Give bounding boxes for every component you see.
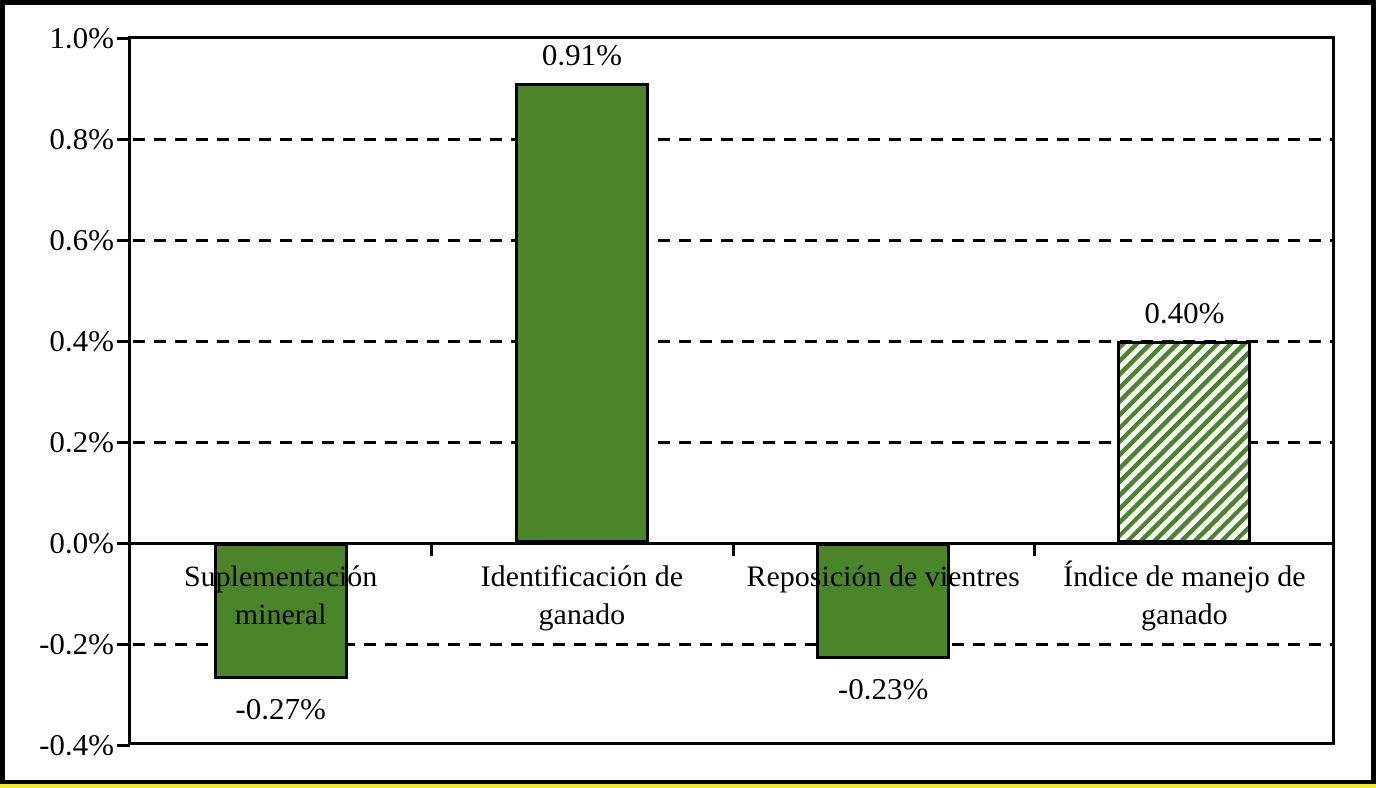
y-tick-mark bbox=[117, 37, 130, 40]
category-label-line: Suplementación bbox=[183, 560, 378, 593]
y-grid-line bbox=[133, 340, 1332, 343]
value-label-indice-de-manejo-de-ganado: 0.40% bbox=[1144, 295, 1225, 330]
x-tick-mark bbox=[1032, 543, 1036, 556]
category-label-line: ganado bbox=[538, 598, 626, 631]
bar-indice-de-manejo-de-ganado bbox=[1117, 341, 1252, 543]
y-tick-label: -0.4% bbox=[39, 727, 114, 762]
y-grid-line bbox=[133, 138, 1332, 141]
y-tick-mark bbox=[117, 138, 130, 141]
y-tick-label: 1.0% bbox=[49, 20, 114, 55]
y-grid-line bbox=[133, 441, 1332, 444]
y-tick-label: 0.4% bbox=[49, 323, 114, 358]
bar-suplementacion-mineral bbox=[213, 543, 348, 679]
y-tick-mark bbox=[117, 441, 130, 444]
figure-bottom-border bbox=[0, 780, 1376, 784]
y-tick-label: 0.0% bbox=[49, 525, 114, 560]
bottom-yellow-accent-line bbox=[0, 784, 1376, 788]
category-label-indice-de-manejo-de-ganado: Índice de manejo de ganado bbox=[1019, 558, 1349, 634]
category-label-reposicion-de-vientres: Reposición de vientres bbox=[718, 558, 1048, 596]
category-label-identificacion-de-ganado: Identificación de ganado bbox=[417, 558, 747, 634]
category-label-line: Reposición de vientres bbox=[746, 560, 1020, 593]
bar-reposicion-de-vientres bbox=[816, 543, 951, 659]
y-tick-mark bbox=[117, 340, 130, 343]
value-label-reposicion-de-vientres: -0.23% bbox=[837, 671, 929, 706]
category-label-line: Identificación de bbox=[480, 560, 684, 593]
category-label-suplementacion-mineral: Suplementación mineral bbox=[116, 558, 446, 634]
bar-identificacion-de-ganado bbox=[514, 83, 649, 543]
y-tick-mark bbox=[117, 239, 130, 242]
category-label-line: ganado bbox=[1141, 598, 1228, 631]
y-grid-line bbox=[133, 239, 1332, 242]
x-tick-mark bbox=[430, 543, 434, 556]
y-tick-label: 0.8% bbox=[49, 121, 114, 156]
category-label-line: mineral bbox=[234, 598, 327, 631]
x-tick-mark bbox=[731, 543, 735, 556]
y-tick-mark bbox=[117, 744, 130, 747]
value-label-suplementacion-mineral: -0.27% bbox=[235, 691, 326, 726]
y-tick-mark bbox=[117, 542, 130, 545]
y-tick-mark bbox=[117, 643, 130, 646]
y-tick-label: 0.2% bbox=[49, 424, 114, 459]
category-label-line: Índice de manejo de bbox=[1063, 560, 1306, 593]
y-tick-label: -0.2% bbox=[39, 626, 114, 661]
y-tick-label: 0.6% bbox=[49, 222, 114, 257]
value-label-identificacion-de-ganado: 0.91% bbox=[541, 37, 622, 72]
y-grid-line bbox=[133, 643, 1332, 646]
